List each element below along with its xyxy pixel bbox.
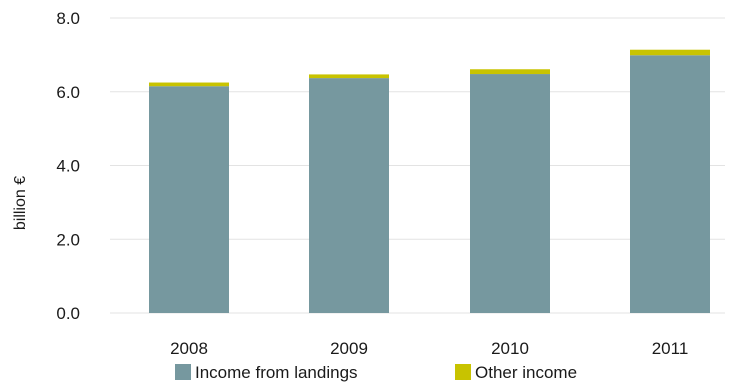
- x-tick-label: 2008: [170, 339, 208, 358]
- legend-label-other-income: Other income: [475, 363, 577, 382]
- x-axis-ticks: 2008 2009 2010 2011: [170, 339, 688, 358]
- bar-income-from-landings: [630, 55, 710, 314]
- legend-swatch-income-from-landings: [175, 364, 191, 380]
- legend-label-income-from-landings: Income from landings: [195, 363, 358, 382]
- bar-other-income: [309, 74, 389, 79]
- x-tick-label: 2010: [491, 339, 529, 358]
- y-tick-label: 4.0: [56, 157, 80, 176]
- bar-other-income: [149, 82, 229, 87]
- y-tick-label: 0.0: [56, 304, 80, 323]
- y-tick-label: 6.0: [56, 83, 80, 102]
- bars: [149, 49, 710, 314]
- legend-swatch-other-income: [455, 364, 471, 380]
- bar-other-income: [470, 69, 550, 75]
- y-tick-label: 8.0: [56, 9, 80, 28]
- legend: Income from landings Other income: [175, 363, 577, 382]
- y-axis-ticks: 0.0 2.0 4.0 6.0 8.0: [56, 9, 80, 323]
- bar-income-from-landings: [309, 78, 389, 313]
- bar-income-from-landings: [470, 74, 550, 313]
- y-axis-label: billion €: [12, 176, 29, 230]
- x-tick-label: 2011: [652, 339, 689, 358]
- x-tick-label: 2009: [330, 339, 368, 358]
- bar-other-income: [630, 49, 710, 56]
- bar-income-from-landings: [149, 86, 229, 313]
- y-tick-label: 2.0: [56, 230, 80, 249]
